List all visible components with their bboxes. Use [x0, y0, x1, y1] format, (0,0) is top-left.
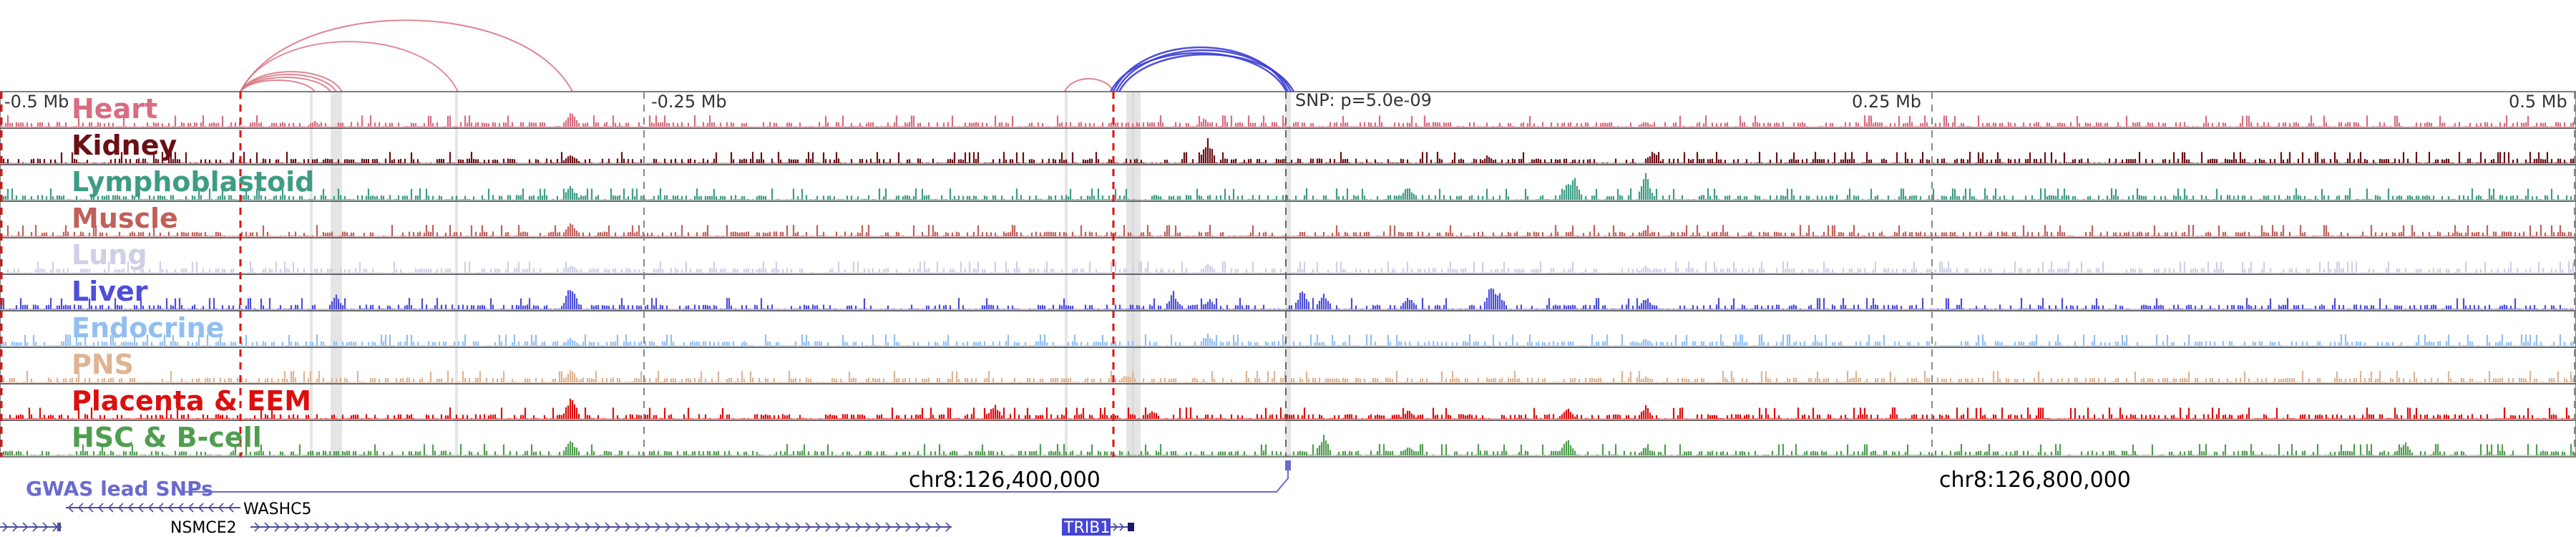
- gene-trib1[interactable]: TRIB1: [1062, 518, 1134, 537]
- chromatin-loop-arcs: [240, 19, 1295, 92]
- gene-label-washc5: WASHC5: [243, 500, 311, 518]
- track-label-liver: Liver: [72, 276, 148, 307]
- track-label-kidney: Kidney: [72, 130, 177, 161]
- gene-label-trib1: TRIB1: [1063, 519, 1110, 537]
- scale-label-plus-0.5mb: 0.5 Mb: [2509, 92, 2567, 112]
- gene-track: WASHC5 NSMCE2 TRIB1: [0, 500, 1134, 537]
- track-label-heart: Heart: [72, 93, 157, 125]
- track-label-placenta-eem: Placenta & EEM: [72, 385, 311, 417]
- track-label-muscle: Muscle: [72, 203, 178, 234]
- scale-label-minus-0.5mb: -0.5 Mb: [4, 92, 69, 112]
- track-label-hsc-bcell: HSC & B-cell: [72, 422, 262, 453]
- gwas-lead-snp-connector: [182, 460, 1289, 493]
- track-label-lung: Lung: [72, 239, 147, 271]
- gwas-lead-snps-label: GWAS lead SNPs: [26, 477, 213, 500]
- track-labels: Heart Kidney Lymphoblastoid Muscle Lung …: [72, 93, 314, 453]
- scale-label-minus-0.25mb: -0.25 Mb: [651, 92, 727, 112]
- gene-nsmce2[interactable]: NSMCE2: [0, 519, 952, 537]
- dashed-markers: [0, 92, 2575, 457]
- snp-pvalue-label: SNP: p=5.0e-09: [1295, 90, 1432, 110]
- coordinate-label-126400000: chr8:126,400,000: [909, 468, 1101, 493]
- track-label-endocrine: Endocrine: [72, 312, 224, 344]
- gene-label-nsmce2: NSMCE2: [170, 519, 237, 537]
- tissue-tracks: [0, 91, 2576, 458]
- track-label-lymphoblastoid: Lymphoblastoid: [72, 166, 314, 198]
- gwas-lead-snp-marker: [1285, 460, 1291, 470]
- scale-label-plus-0.25mb: 0.25 Mb: [1852, 92, 1921, 112]
- coordinate-label-126800000: chr8:126,800,000: [1939, 468, 2131, 493]
- gene-washc5[interactable]: WASHC5: [66, 500, 311, 518]
- track-label-pns: PNS: [72, 349, 134, 380]
